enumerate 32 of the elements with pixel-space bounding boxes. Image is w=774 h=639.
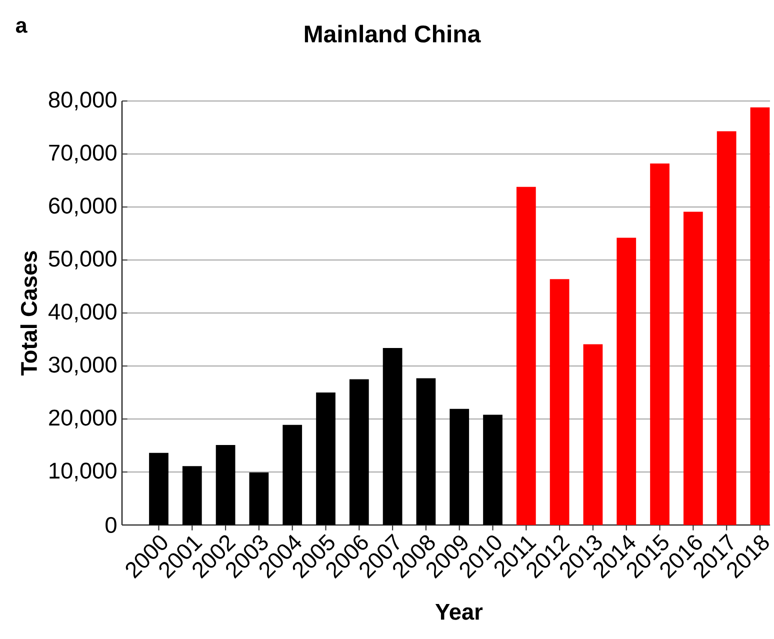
y-tick-label: 70,000 (49, 144, 116, 164)
chart-title: Mainland China (304, 24, 481, 42)
bar (683, 212, 703, 525)
bar (382, 348, 402, 525)
bar (583, 344, 603, 525)
bar (516, 186, 536, 525)
text: a (16, 21, 28, 33)
bar (216, 444, 236, 525)
bar (249, 472, 269, 525)
bar (483, 414, 502, 525)
bar (616, 238, 636, 525)
bar (316, 392, 336, 525)
y-tick-label: 80,000 (48, 92, 116, 110)
y-tick-label: 40,000 (48, 304, 116, 322)
bar (550, 279, 570, 525)
bar (450, 408, 470, 525)
y-tick-label: 60,000 (49, 198, 116, 216)
y-tick-label: 0 (106, 516, 116, 534)
y-tick-label: 10,000 (50, 462, 116, 482)
bar (182, 466, 202, 525)
bar (349, 379, 369, 525)
x-axis-title: Year (435, 604, 483, 620)
bar (650, 164, 670, 525)
bar (716, 131, 736, 525)
bar (282, 424, 302, 525)
bar (416, 378, 436, 525)
bar (750, 107, 770, 525)
y-axis-title: Total Cases (20, 251, 38, 376)
y-tick-label: 20,000 (49, 410, 116, 428)
y-tick-label: 30,000 (48, 356, 116, 376)
y-tick-label: 50,000 (48, 250, 116, 270)
bar (149, 452, 168, 525)
